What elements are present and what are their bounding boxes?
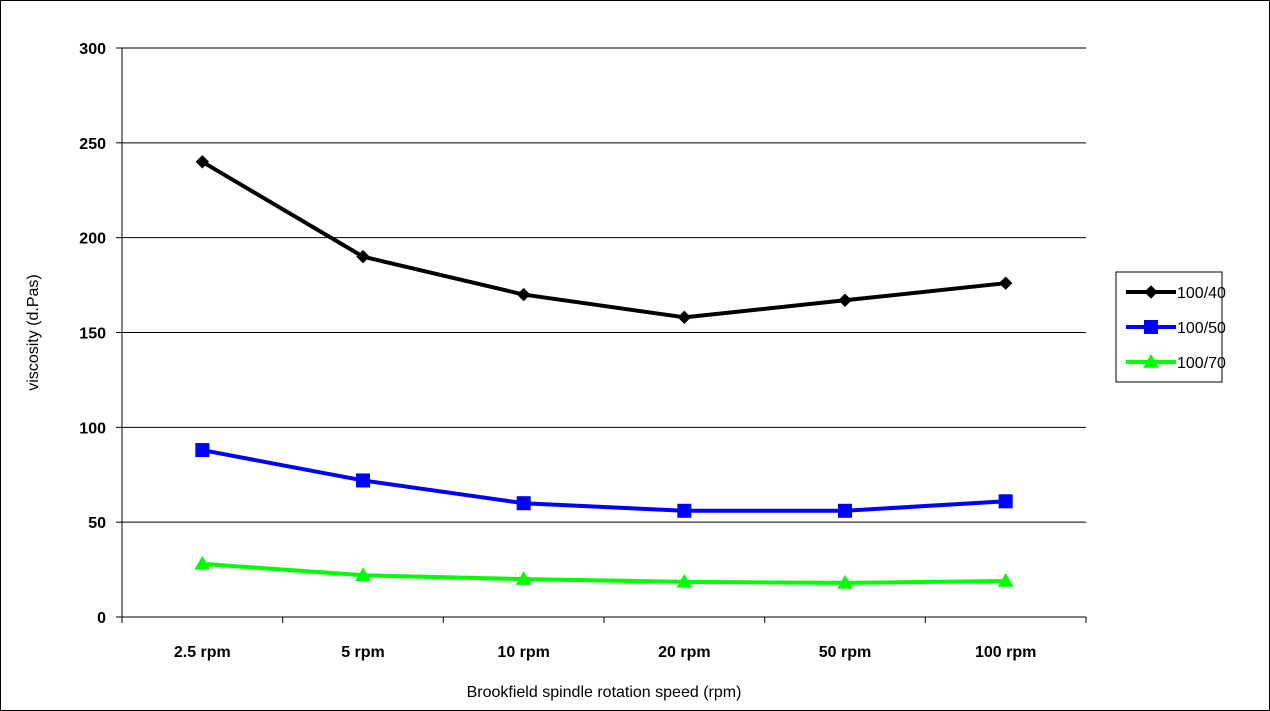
series-line: [202, 561, 1006, 585]
series-100-70: [194, 555, 1014, 589]
x-tick-label: 50 rpm: [819, 644, 871, 661]
data-point: [838, 293, 852, 307]
y-tick-label: 300: [79, 41, 106, 58]
y-axis-ticks: 0 50 100 150 200 250 300: [79, 41, 122, 627]
y-tick-label: 150: [79, 326, 106, 343]
series-line: [201, 448, 1006, 513]
data-point: [837, 574, 853, 589]
data-point: [677, 310, 692, 325]
data-point: [516, 496, 531, 511]
data-point: [998, 276, 1013, 290]
x-tick-label: 10 rpm: [497, 644, 549, 661]
legend-marker: [1144, 320, 1158, 334]
legend: 100/40 100/50 100/70: [1115, 271, 1226, 383]
gridlines: [122, 47, 1086, 523]
data-point: [997, 572, 1014, 587]
legend-item: 100/40: [1126, 285, 1226, 302]
x-tick-label: 5 rpm: [341, 644, 385, 661]
data-point: [195, 155, 210, 169]
data-point: [998, 494, 1013, 509]
legend-item: 100/50: [1126, 320, 1226, 337]
y-tick-label: 0: [97, 610, 106, 627]
x-axis-ticks: 2.5 rpm 5 rpm 10 rpm 20 rpm 50 rpm 100 rpm: [121, 617, 1087, 661]
data-point: [516, 287, 531, 302]
legend-label: 100/40: [1177, 285, 1226, 302]
data-point: [355, 567, 371, 582]
x-tick-label: 20 rpm: [658, 644, 710, 661]
y-tick-label: 250: [79, 136, 106, 153]
x-tick-label: 100 rpm: [975, 644, 1036, 661]
data-point: [356, 473, 370, 488]
y-tick-label: 200: [79, 231, 106, 248]
y-tick-label: 100: [79, 420, 106, 437]
series-group: [194, 155, 1014, 589]
series-100-50: [195, 443, 1013, 518]
x-tick-label: 2.5 rpm: [174, 644, 231, 661]
y-tick-label: 50: [88, 515, 106, 532]
data-point: [838, 503, 852, 518]
data-point: [194, 555, 211, 570]
data-point: [195, 443, 210, 458]
legend-marker: [1144, 285, 1158, 299]
y-axis-title: viscosity (d.Pas): [25, 274, 42, 390]
x-axis-title: Brookfield spindle rotation speed (rpm): [467, 684, 742, 701]
legend-label: 100/50: [1177, 320, 1226, 337]
data-point: [356, 249, 370, 264]
legend-marker: [1143, 353, 1159, 368]
series-line: [201, 160, 1006, 320]
data-point: [515, 571, 532, 585]
series-100-40: [195, 155, 1013, 325]
legend-item: 100/70: [1126, 353, 1226, 372]
legend-label: 100/70: [1177, 355, 1226, 372]
data-point: [676, 573, 693, 588]
data-point: [677, 503, 692, 518]
